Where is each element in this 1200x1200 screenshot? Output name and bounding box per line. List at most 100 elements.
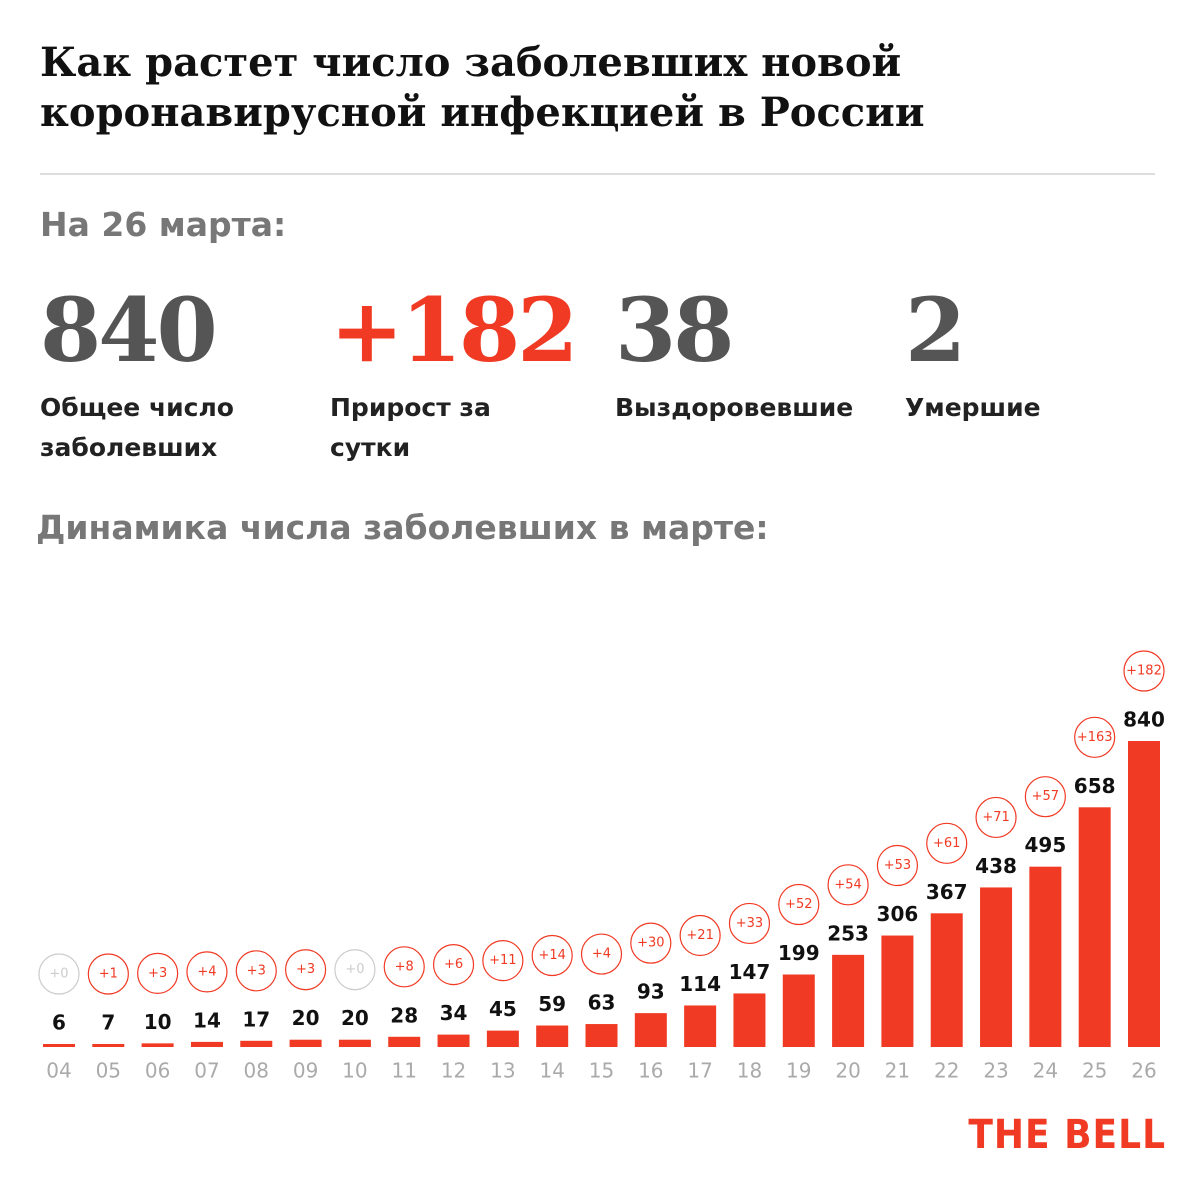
- value-label: 306: [877, 902, 919, 926]
- increase-label: +1: [99, 967, 118, 982]
- increase-circle: [778, 883, 820, 926]
- bar: [634, 1013, 667, 1047]
- bar: [289, 1039, 322, 1047]
- value-label: 20: [341, 1006, 369, 1030]
- x-tick-label: 23: [983, 1059, 1008, 1083]
- increase-label: +52: [785, 897, 812, 912]
- increase-label: +8: [395, 959, 414, 974]
- increase-circle: [235, 950, 277, 992]
- value-label: 93: [637, 980, 665, 1004]
- stat-label: Умершие: [905, 393, 1041, 422]
- increase-label: +4: [592, 947, 611, 962]
- increase-circle: [531, 934, 573, 977]
- value-label: 10: [144, 1010, 172, 1034]
- bar: [1078, 807, 1111, 1047]
- bar: [141, 1043, 174, 1047]
- bar: [782, 974, 815, 1047]
- stat-label: Общее число заболевших: [40, 393, 234, 462]
- x-tick-label: 21: [885, 1059, 910, 1083]
- x-tick-label: 26: [1131, 1059, 1156, 1083]
- bar: [338, 1039, 371, 1047]
- increase-circle: [1024, 776, 1066, 818]
- bar: [585, 1024, 618, 1047]
- x-tick-label: 11: [392, 1059, 417, 1083]
- x-tick-label: 07: [194, 1059, 219, 1083]
- value-label: 6: [52, 1011, 66, 1035]
- x-tick-label: 09: [293, 1059, 318, 1083]
- value-label: 840: [1123, 708, 1165, 732]
- increase-circle: [38, 953, 80, 995]
- value-label: 7: [101, 1011, 115, 1035]
- value-label: 20: [292, 1006, 320, 1030]
- stat-value: +182: [330, 278, 578, 382]
- x-tick-label: 15: [589, 1059, 614, 1083]
- x-tick-label: 13: [490, 1059, 515, 1083]
- value-label: 658: [1074, 774, 1116, 798]
- bar: [437, 1034, 470, 1047]
- value-label: 28: [390, 1003, 418, 1027]
- increase-circle: [482, 940, 524, 982]
- increase-circle: [975, 796, 1017, 839]
- increase-circle: [679, 914, 721, 957]
- bar: [92, 1044, 125, 1047]
- bar: [536, 1025, 569, 1047]
- bar: [388, 1036, 421, 1047]
- stat: 840 Общее число заболевших: [40, 280, 270, 468]
- increase-label: +3: [296, 962, 315, 977]
- bar: [980, 887, 1013, 1047]
- bar: [881, 935, 914, 1047]
- value-label: 59: [538, 992, 566, 1016]
- increase-circle: [926, 822, 968, 864]
- bar: [733, 993, 766, 1047]
- increase-circle: [186, 951, 228, 993]
- increase-label: +11: [489, 953, 516, 968]
- date: На 26 марта:: [40, 205, 287, 244]
- increase-label: +57: [1032, 789, 1059, 804]
- stat-value: 38: [615, 278, 734, 382]
- increase-circle: [87, 953, 129, 995]
- stat: 38 Выздоровевшие: [615, 278, 854, 428]
- x-tick-label: 25: [1082, 1059, 1107, 1083]
- value-label: 147: [729, 960, 771, 984]
- value-label: 34: [440, 1001, 468, 1025]
- value-label: 17: [242, 1007, 270, 1031]
- x-tick-label: 04: [46, 1059, 71, 1083]
- increase-label: +0: [345, 962, 364, 977]
- bar: [832, 954, 865, 1047]
- increase-label: +163: [1077, 730, 1113, 745]
- value-label: 63: [588, 991, 616, 1015]
- increase-label: +3: [148, 966, 167, 981]
- increase-circle: [1074, 716, 1116, 758]
- x-tick-label: 18: [737, 1059, 762, 1083]
- stat: +182 Прирост за сутки: [330, 278, 578, 468]
- increase-circle: [827, 864, 869, 906]
- x-tick-label: 05: [96, 1059, 121, 1083]
- stat-label: Прирост за сутки: [330, 393, 491, 462]
- title: Как растет число заболевших новой корона…: [40, 39, 925, 136]
- increase-label: +0: [49, 967, 68, 982]
- increase-label: +14: [538, 948, 565, 963]
- x-tick-label: 06: [145, 1059, 170, 1083]
- value-label: 253: [827, 921, 869, 945]
- value-label: 114: [679, 972, 721, 996]
- divider: [40, 173, 1155, 175]
- logo: THE BELL: [968, 1112, 1166, 1158]
- increase-label: +6: [444, 957, 463, 972]
- bar: [240, 1040, 273, 1047]
- x-tick-label: 16: [638, 1059, 663, 1083]
- increase-label: +4: [197, 964, 216, 979]
- stat-value: 2: [905, 278, 966, 382]
- increase-label: +61: [933, 836, 960, 851]
- increase-circle: [432, 944, 475, 986]
- increase-circle: [580, 933, 623, 975]
- x-tick-label: 17: [687, 1059, 712, 1083]
- increase-circle: [284, 949, 327, 991]
- bar: [486, 1030, 519, 1047]
- increase-circle: [630, 922, 672, 964]
- value-label: 199: [778, 941, 820, 965]
- bar: [930, 913, 963, 1047]
- stat-label: Выздоровевшие: [615, 393, 854, 422]
- increase-label: +33: [736, 916, 763, 931]
- increase-circle: [728, 902, 771, 945]
